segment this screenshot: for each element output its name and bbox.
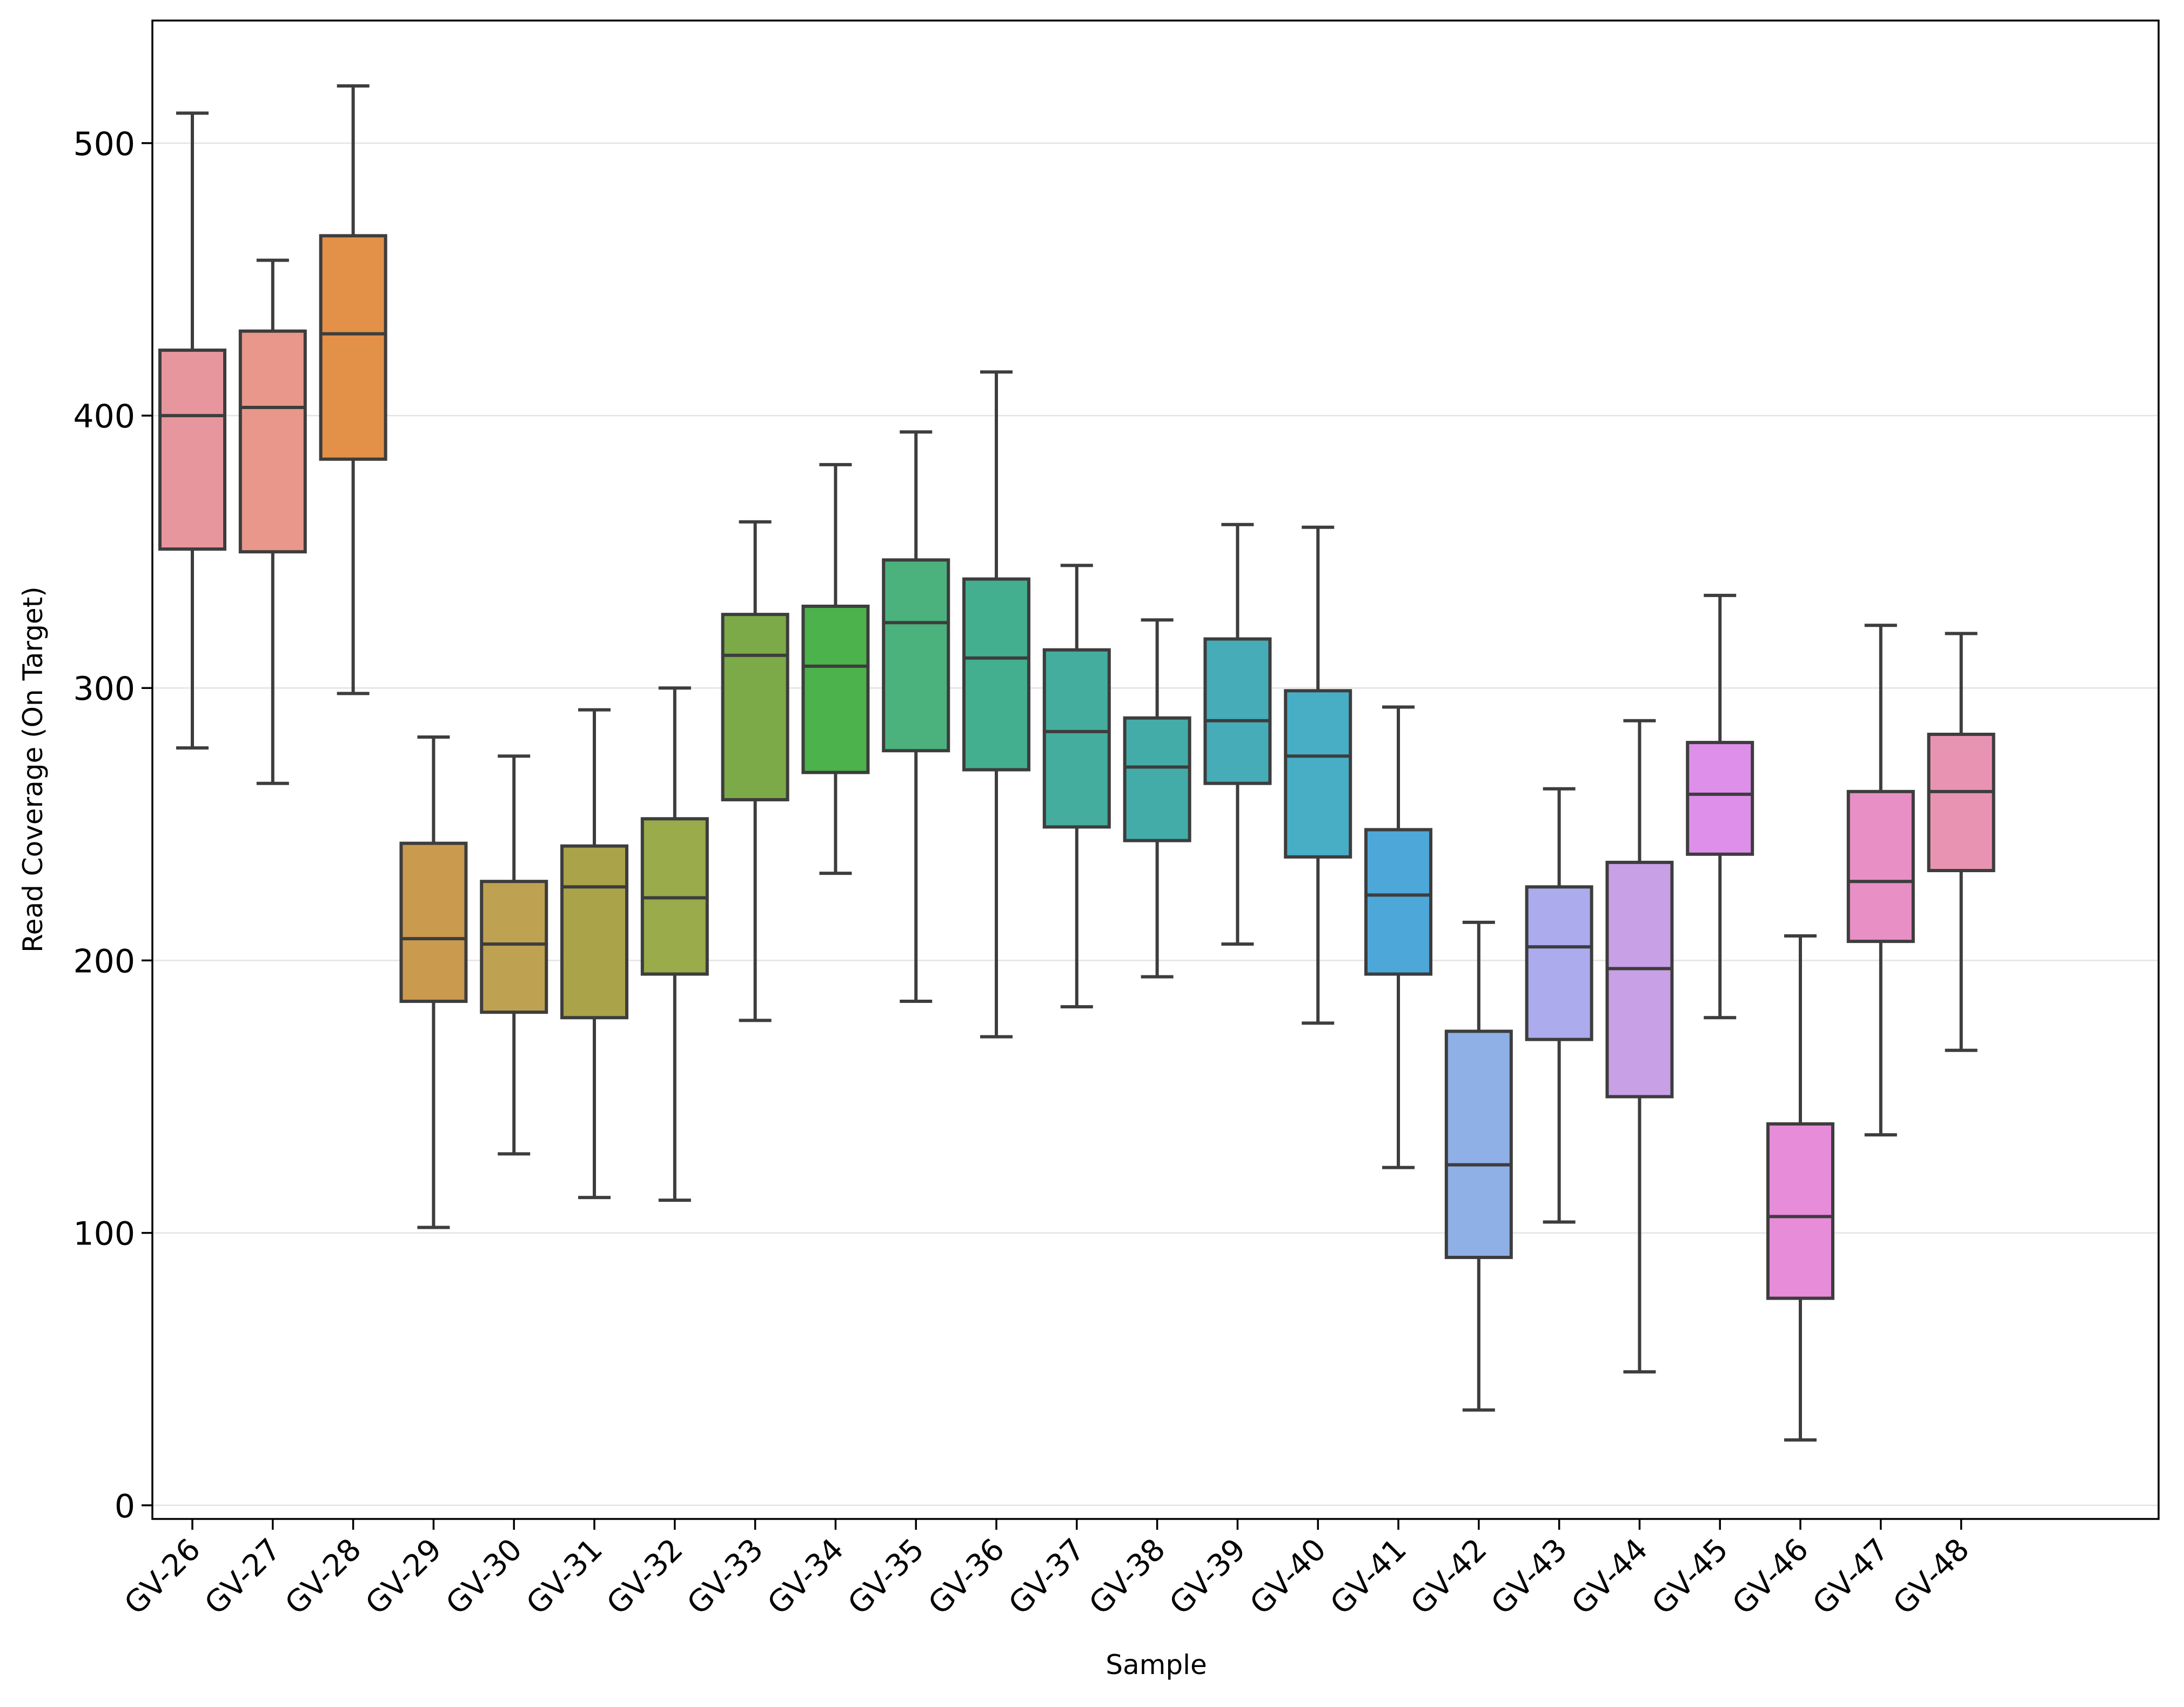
box-GV-47 — [1846, 624, 1915, 1137]
box-GV-37 — [1042, 564, 1111, 1009]
box-GV-32 — [640, 686, 709, 1202]
box-body — [158, 349, 226, 551]
box-body — [882, 558, 950, 753]
box-body — [560, 844, 628, 1020]
box-GV-31 — [560, 708, 628, 1200]
y-tick-label: 500 — [73, 125, 135, 163]
box-body — [801, 604, 870, 774]
box-body — [1123, 716, 1191, 842]
box-body — [1284, 689, 1352, 859]
y-axis-label: Read Coverage (On Target) — [17, 586, 49, 953]
box-GV-45 — [1686, 593, 1754, 1020]
box-GV-28 — [319, 84, 387, 695]
y-tick-label: 0 — [115, 1488, 135, 1525]
box-body — [721, 613, 789, 801]
box-GV-40 — [1284, 525, 1352, 1025]
box-body — [1203, 637, 1272, 785]
box-GV-48 — [1927, 632, 1995, 1052]
y-tick-label: 200 — [73, 942, 135, 980]
box-body — [238, 329, 307, 554]
box-GV-39 — [1203, 523, 1272, 946]
boxes — [158, 84, 1995, 1442]
y-axis-ticks: 0 100 200 300 400 500 — [73, 125, 152, 1525]
box-GV-46 — [1766, 934, 1834, 1442]
box-GV-35 — [882, 430, 950, 1003]
box-body — [319, 234, 387, 461]
box-GV-42 — [1444, 920, 1513, 1412]
box-body — [962, 577, 1030, 772]
box-body — [1605, 860, 1674, 1099]
box-GV-30 — [480, 754, 548, 1156]
box-body — [1525, 885, 1593, 1041]
box-body — [1042, 648, 1111, 829]
box-body — [1686, 741, 1754, 856]
box-GV-26 — [158, 111, 226, 750]
y-tick-label: 300 — [73, 670, 135, 708]
box-GV-41 — [1364, 705, 1432, 1169]
box-GV-33 — [721, 520, 789, 1022]
box-GV-38 — [1123, 618, 1191, 979]
box-body — [1846, 789, 1915, 943]
box-body — [1927, 732, 1995, 873]
y-tick-label: 400 — [73, 398, 135, 436]
y-tick-label: 100 — [73, 1215, 135, 1253]
x-axis-label: Sample — [1106, 1649, 1207, 1681]
box-GV-36 — [962, 370, 1030, 1039]
box-body — [1364, 828, 1432, 976]
box-GV-43 — [1525, 787, 1593, 1224]
box-GV-34 — [801, 463, 870, 875]
box-GV-44 — [1605, 719, 1674, 1374]
plot-frame — [151, 19, 2160, 1520]
box-body — [480, 880, 548, 1014]
box-body — [1766, 1122, 1834, 1300]
box-body — [399, 841, 468, 1003]
box-GV-29 — [399, 735, 468, 1229]
box-GV-27 — [238, 258, 307, 785]
box-body — [1444, 1029, 1513, 1259]
